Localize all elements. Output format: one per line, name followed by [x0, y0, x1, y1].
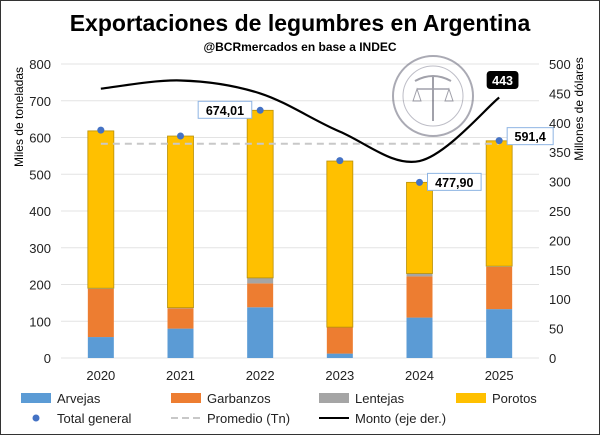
y2-tick-label: 100 [549, 292, 571, 307]
bar-arvejas-2024 [407, 318, 433, 358]
bar-arvejas-2021 [168, 329, 194, 358]
bar-garbanzos-2022 [247, 283, 273, 307]
legend-label-promedio-tn-: Promedio (Tn) [207, 411, 290, 426]
monto-line [101, 80, 499, 161]
x-tick-label: 2025 [485, 368, 514, 383]
bar-porotos-2021 [168, 136, 194, 308]
y-tick-label: 300 [29, 241, 51, 256]
y-axis-label: Miles de toneladas [12, 67, 26, 167]
legend-swatch-garbanzos [171, 393, 201, 403]
bar-porotos-2022 [247, 110, 273, 278]
data-label-2022: 674,01 [206, 104, 244, 118]
legend-label-porotos: Porotos [492, 391, 537, 406]
x-tick-label: 2020 [86, 368, 115, 383]
x-tick-label: 2023 [325, 368, 354, 383]
total-point-2023 [336, 157, 343, 164]
legend-label-garbanzos: Garbanzos [207, 391, 271, 406]
bar-porotos-2020 [88, 131, 114, 288]
bar-lentejas-2022 [247, 278, 273, 284]
y2-tick-label: 150 [549, 263, 571, 278]
y-tick-label: 100 [29, 314, 51, 329]
bar-garbanzos-2020 [88, 289, 114, 337]
y-tick-label: 800 [29, 57, 51, 72]
x-tick-label: 2022 [246, 368, 275, 383]
bar-lentejas-2024 [407, 273, 433, 276]
data-label-2024: 477,90 [435, 176, 473, 190]
bcr-seal-watermark [393, 56, 473, 136]
bar-garbanzos-2021 [168, 308, 194, 328]
total-point-2020 [97, 127, 104, 134]
bar-arvejas-2025 [486, 309, 512, 358]
data-label-monto-2025: 443 [492, 74, 513, 88]
data-label-2025: 591,4 [515, 130, 546, 144]
y2-tick-label: 50 [549, 322, 563, 337]
y2-axis-label: Millones de dólares [572, 57, 586, 160]
total-point-2021 [177, 133, 184, 140]
y-tick-label: 200 [29, 278, 51, 293]
bar-arvejas-2022 [247, 307, 273, 358]
total-point-2024 [416, 179, 423, 186]
y2-tick-label: 500 [549, 57, 571, 72]
bar-arvejas-2023 [327, 354, 353, 358]
y2-tick-label: 350 [549, 145, 571, 160]
bar-porotos-2023 [327, 161, 353, 327]
y2-tick-label: 450 [549, 86, 571, 101]
legend-swatch-porotos [456, 393, 486, 403]
legend-swatch-lentejas [319, 393, 349, 403]
legend-label-total-general: Total general [57, 411, 132, 426]
x-tick-label: 2024 [405, 368, 434, 383]
y2-tick-label: 300 [549, 175, 571, 190]
chart-title: Exportaciones de legumbres en Argentina [70, 10, 531, 36]
y-tick-label: 400 [29, 204, 51, 219]
bar-garbanzos-2025 [486, 267, 512, 309]
bar-porotos-2025 [486, 141, 512, 266]
legend-label-arvejas: Arvejas [57, 391, 101, 406]
y-tick-label: 0 [44, 351, 51, 366]
y2-tick-label: 0 [549, 351, 556, 366]
bar-garbanzos-2024 [407, 276, 433, 317]
total-point-2025 [496, 137, 503, 144]
total-point-2022 [257, 107, 264, 114]
y2-tick-label: 250 [549, 204, 571, 219]
chart-subtitle: @BCRmercados en base a INDEC [203, 40, 396, 54]
legend-swatch-arvejas [21, 393, 51, 403]
y-tick-label: 600 [29, 131, 51, 146]
y-tick-label: 700 [29, 94, 51, 109]
legend-label-lentejas: Lentejas [355, 391, 405, 406]
y2-tick-label: 200 [549, 233, 571, 248]
x-tick-label: 2021 [166, 368, 195, 383]
bar-arvejas-2020 [88, 337, 114, 358]
bar-garbanzos-2023 [327, 327, 353, 353]
legend-swatch-total-general [33, 415, 40, 422]
bar-porotos-2024 [407, 182, 433, 273]
legend-label-monto-eje-der-: Monto (eje der.) [355, 411, 446, 426]
y-tick-label: 500 [29, 167, 51, 182]
